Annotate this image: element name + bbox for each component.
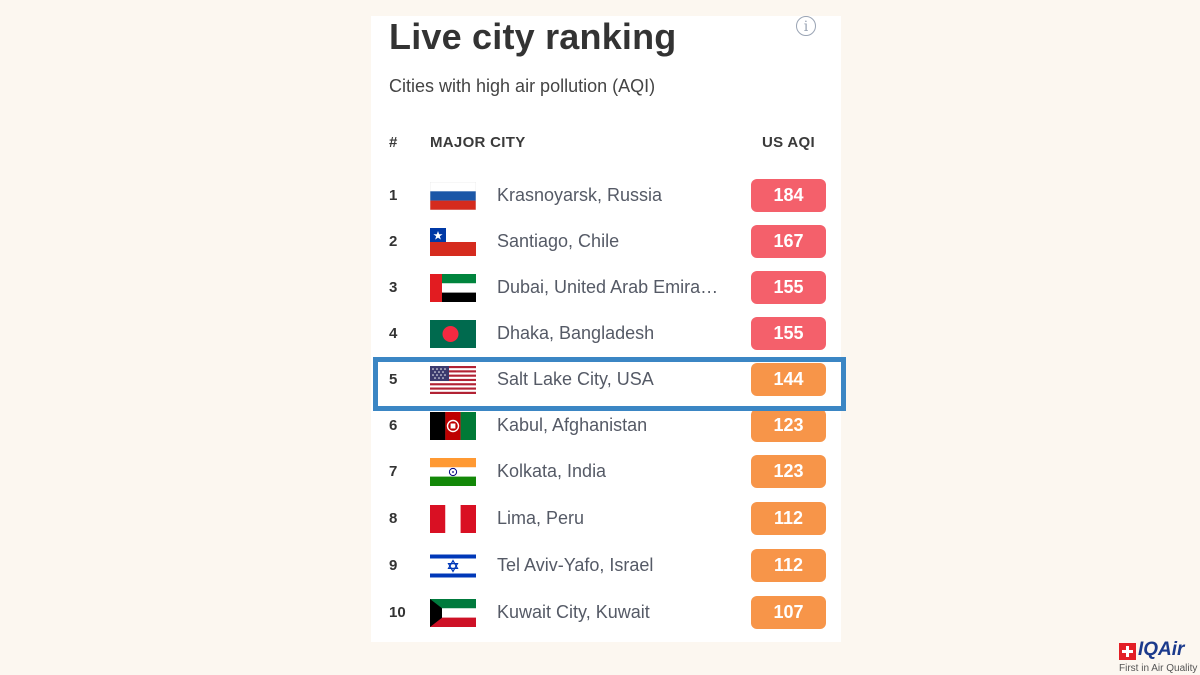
table-row[interactable]: 9 Tel Aviv-Yafo, Israel 112 (371, 543, 841, 589)
aqi-badge: 184 (751, 179, 826, 212)
rank-number: 9 (389, 557, 398, 574)
table-row[interactable]: 6 Kabul, Afghanistan 123 (371, 403, 841, 449)
aqi-badge: 144 (751, 363, 826, 396)
aqi-badge: 107 (751, 596, 826, 629)
aqi-badge: 155 (751, 317, 826, 350)
table-row[interactable]: 1 Krasnoyarsk, Russia 184 (371, 173, 841, 219)
swiss-cross-icon (1119, 643, 1136, 660)
city-name[interactable]: Kolkata, India (497, 461, 607, 481)
city-column-header: MAJOR CITY (430, 134, 526, 151)
israel-flag-icon (430, 552, 476, 580)
table-row[interactable]: 4 Dhaka, Bangladesh 155 (371, 311, 841, 357)
subtitle: Cities with high air pollution (AQI) (389, 76, 656, 96)
aqi-badge: 123 (751, 409, 826, 442)
city-name[interactable]: Kuwait City, Kuwait (497, 602, 650, 622)
rank-number: 1 (389, 187, 398, 204)
peru-flag-icon (430, 505, 476, 533)
uae-flag-icon (430, 274, 476, 302)
ranking-card: Live city ranking i Cities with high air… (371, 16, 841, 642)
rank-number: 3 (389, 279, 398, 296)
kuwait-flag-icon (430, 599, 476, 627)
city-name[interactable]: Dhaka, Bangladesh (497, 323, 655, 343)
rank-number: 7 (389, 463, 398, 480)
info-icon[interactable]: i (796, 16, 816, 36)
table-row[interactable]: 7 Kolkata, India 123 (371, 449, 841, 495)
logo-tagline: First in Air Quality (1119, 663, 1198, 674)
rank-number: 10 (389, 604, 406, 621)
rank-number: 8 (389, 510, 398, 527)
rank-column-header: # (389, 134, 398, 151)
rank-number: 2 (389, 233, 398, 250)
afghanistan-flag-icon (430, 412, 476, 440)
city-name[interactable]: Dubai, United Arab Emira… (497, 277, 719, 297)
bangladesh-flag-icon (430, 320, 476, 348)
row-highlight-frame (373, 357, 846, 411)
russia-flag-icon (430, 182, 476, 210)
page-title: Live city ranking (389, 16, 677, 57)
city-name[interactable]: Santiago, Chile (497, 231, 620, 251)
india-flag-icon (430, 458, 476, 486)
aqi-badge: 155 (751, 271, 826, 304)
table-row[interactable]: 5 Salt Lake City, USA 144 (371, 357, 841, 403)
table-row[interactable]: 2 Santiago, Chile 167 (371, 219, 841, 265)
aqi-column-header: US AQI (762, 134, 815, 151)
table-row[interactable]: 3 Dubai, United Arab Emira… 155 (371, 265, 841, 311)
logo-wordmark: IQAir (1138, 639, 1185, 660)
city-name[interactable]: Lima, Peru (497, 508, 585, 528)
aqi-badge: 112 (751, 502, 826, 535)
aqi-badge: 123 (751, 455, 826, 488)
usa-flag-icon (430, 366, 476, 394)
iqair-logo: IQAir First in Air Quality (1119, 639, 1200, 675)
table-row[interactable]: 10 Kuwait City, Kuwait 107 (371, 590, 841, 636)
city-name[interactable]: Krasnoyarsk, Russia (497, 185, 663, 205)
rank-number: 4 (389, 325, 398, 342)
city-name[interactable]: Kabul, Afghanistan (497, 415, 648, 435)
chile-flag-icon (430, 228, 476, 256)
aqi-badge: 112 (751, 549, 826, 582)
city-name[interactable]: Tel Aviv-Yafo, Israel (497, 555, 654, 575)
rank-number: 5 (389, 371, 398, 388)
aqi-badge: 167 (751, 225, 826, 258)
table-row[interactable]: 8 Lima, Peru 112 (371, 496, 841, 542)
rank-number: 6 (389, 417, 398, 434)
